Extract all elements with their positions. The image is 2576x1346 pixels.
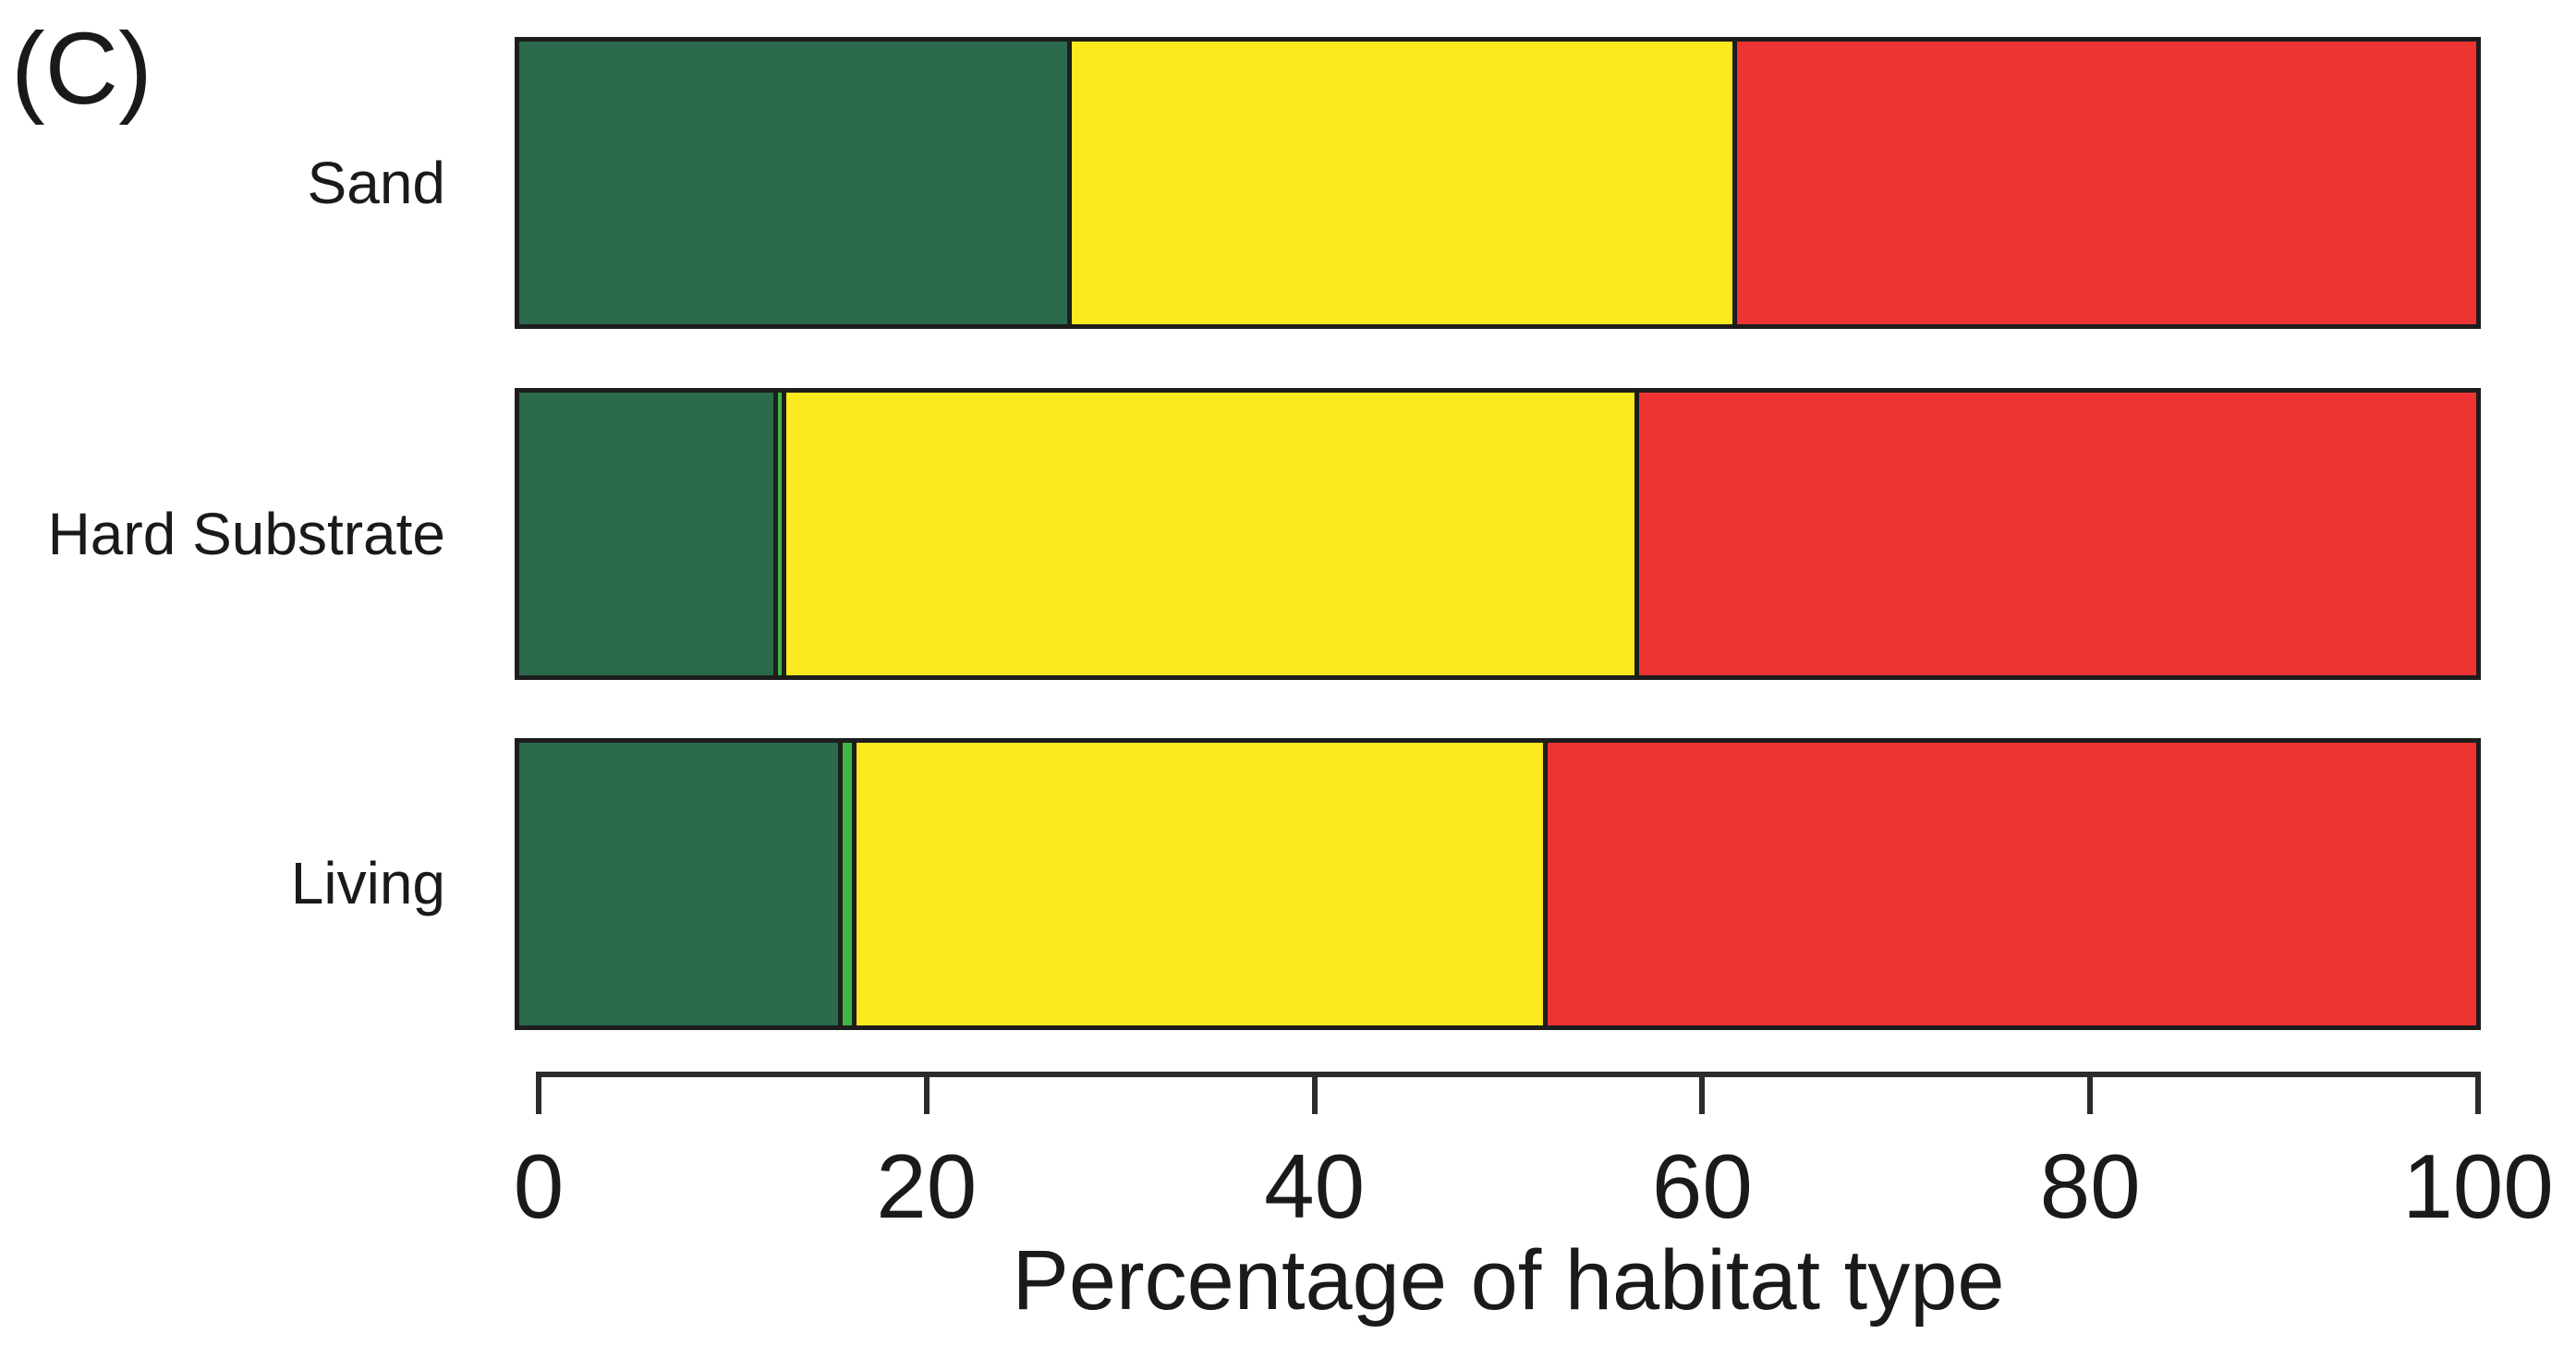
bar-segment-dark-green — [519, 393, 774, 675]
x-axis-tick — [536, 1073, 541, 1114]
x-axis-tick-label: 60 — [1651, 1135, 1753, 1237]
bar-segment-light-green — [838, 743, 853, 1025]
bar-segment-red — [1634, 393, 2476, 675]
bar-segment-yellow — [781, 393, 1635, 675]
x-axis-tick — [2475, 1073, 2481, 1114]
bar-segment-yellow — [1067, 42, 1733, 324]
bar-segment-red — [1542, 743, 2476, 1025]
x-axis-tick — [1311, 1073, 1318, 1114]
panel-label: (C) — [11, 12, 152, 126]
bar-living — [515, 738, 2481, 1030]
bar-segment-red — [1732, 42, 2476, 324]
category-label-living: Living — [290, 850, 445, 916]
x-axis-tick — [923, 1073, 930, 1114]
x-axis-title: Percentage of habitat type — [1012, 1233, 2005, 1328]
x-axis-tick-label: 80 — [2039, 1135, 2141, 1237]
x-axis-line — [536, 1072, 2481, 1077]
bar-segment-yellow — [852, 743, 1543, 1025]
x-axis-tick-label: 0 — [513, 1135, 565, 1237]
bar-segment-light-green — [773, 393, 782, 675]
x-axis-tick-label: 40 — [1264, 1135, 1366, 1237]
x-axis-tick — [1699, 1073, 1706, 1114]
x-axis-tick-label: 20 — [876, 1135, 978, 1237]
x-axis-tick-label: 100 — [2402, 1135, 2554, 1237]
x-axis-tick — [2087, 1073, 2094, 1114]
bar-segment-dark-green — [519, 42, 1068, 324]
bar-segment-dark-green — [519, 743, 839, 1025]
bar-hard-substrate — [515, 388, 2481, 680]
category-label-hard-substrate: Hard Substrate — [47, 501, 445, 567]
category-label-sand: Sand — [307, 150, 445, 216]
bar-sand — [515, 37, 2481, 329]
